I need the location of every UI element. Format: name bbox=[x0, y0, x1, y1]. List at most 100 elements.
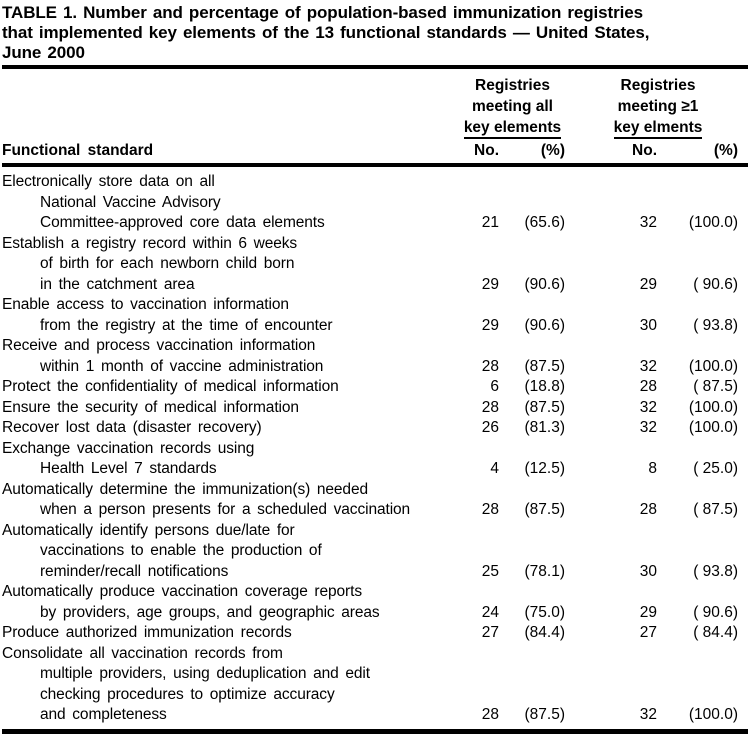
no-all-cell: 28 bbox=[481, 706, 499, 723]
standard-line: checking procedures to optimize accuracy bbox=[40, 685, 335, 703]
no-ge1-cell: 32 bbox=[639, 214, 657, 231]
column-header-row: Functional standard No. (%) No. (%) bbox=[2, 139, 748, 167]
standard-line: Automatically identify persons due/late … bbox=[2, 521, 295, 539]
standard-line: National Vaccine Advisory bbox=[40, 193, 221, 211]
no-ge1-cell: 29 bbox=[639, 275, 657, 293]
pct-ge1-cell: ( 84.4) bbox=[693, 624, 738, 641]
no-all-cell: 28 bbox=[481, 357, 499, 375]
no-ge1-cell: 29 bbox=[639, 603, 657, 621]
functional-standard-cell: Recover lost data (disaster recovery) bbox=[2, 418, 457, 439]
table-row: Enable access to vaccination information… bbox=[2, 295, 748, 336]
functional-standard-cell: Electronically store data on all National… bbox=[2, 165, 457, 234]
functional-standard-cell: Establish a registry record within 6 wee… bbox=[2, 234, 457, 296]
standard-line: Committee-approved core data elements bbox=[40, 214, 325, 231]
standard-line: Automatically determine the immunization… bbox=[2, 480, 368, 498]
standard-line: Health Level 7 standards bbox=[40, 460, 217, 477]
table-row: Recover lost data (disaster recovery) 26 (… bbox=[2, 418, 748, 439]
group-all-underlined: key elements bbox=[463, 118, 562, 139]
pct-ge1-cell: ( 87.5) bbox=[693, 378, 738, 395]
pct-all-cell: (84.4) bbox=[524, 624, 566, 641]
no-ge1-cell: 32 bbox=[639, 357, 657, 375]
standard-line: Electronically store data on all bbox=[2, 173, 215, 190]
functional-standard-cell: Automatically determine the immunization… bbox=[2, 480, 457, 521]
group-ge1-line-2: meeting ≥1 bbox=[617, 98, 699, 115]
table-row: Protect the confidentiality of medical i… bbox=[2, 377, 748, 398]
group-all-line-2: meeting all bbox=[472, 98, 553, 115]
standard-line: reminder/recall notifications bbox=[40, 562, 229, 580]
functional-standard-cell: Receive and process vaccination informat… bbox=[2, 336, 457, 377]
pct-ge1-cell: (100.0) bbox=[688, 706, 738, 723]
standard-line: Produce authorized immunization records bbox=[2, 624, 292, 641]
group-ge1-line-3: key elments bbox=[568, 117, 748, 139]
pct-all-cell: (81.3) bbox=[524, 419, 566, 436]
title-line-3: June 2000 bbox=[2, 43, 85, 62]
pct-all-cell: (87.5) bbox=[524, 357, 566, 375]
pct-ge1-header: (%) bbox=[660, 139, 748, 167]
no-ge1-cell: 32 bbox=[639, 419, 657, 436]
title-line-2: that implemented key elements of the 13 … bbox=[2, 23, 650, 42]
no-all-cell: 26 bbox=[481, 419, 499, 436]
functional-standard-cell: Protect the confidentiality of medical i… bbox=[2, 377, 457, 398]
table-row: Automatically identify persons due/late … bbox=[2, 521, 748, 583]
pct-all-cell: (12.5) bbox=[524, 460, 566, 477]
standard-line: vaccinations to enable the production of bbox=[40, 542, 322, 559]
table-row: Produce authorized immunization records 2… bbox=[2, 623, 748, 644]
no-all-cell: 25 bbox=[481, 562, 499, 580]
pct-ge1-cell: ( 87.5) bbox=[693, 501, 738, 518]
standard-line: Protect the confidentiality of medical i… bbox=[2, 378, 339, 395]
standard-line: Enable access to vaccination information bbox=[2, 296, 289, 313]
no-all-cell: 27 bbox=[481, 624, 499, 641]
no-all-cell: 28 bbox=[481, 501, 499, 518]
no-ge1-cell: 28 bbox=[639, 501, 657, 518]
table-row: Receive and process vaccination informat… bbox=[2, 336, 748, 377]
functional-standard-cell: Consolidate all vaccination records from… bbox=[2, 644, 457, 732]
no-ge1-cell: 32 bbox=[639, 398, 657, 416]
no-ge1-header: No. bbox=[568, 139, 660, 167]
table-row: Electronically store data on all National… bbox=[2, 165, 748, 234]
table-row: Consolidate all vaccination records from… bbox=[2, 644, 748, 732]
functional-standard-cell: Automatically identify persons due/late … bbox=[2, 521, 457, 583]
table-title: TABLE 1. Number and percentage of popula… bbox=[2, 3, 748, 63]
pct-all-cell: (87.5) bbox=[524, 398, 566, 416]
standard-line: when a person presents for a scheduled v… bbox=[40, 501, 411, 518]
no-ge1-cell: 28 bbox=[639, 378, 657, 395]
group-header-row: Registries meeting all key elements Regi… bbox=[2, 69, 748, 139]
no-all-cell: 29 bbox=[481, 316, 499, 334]
standard-line: of birth for each newborn child born bbox=[40, 255, 295, 272]
standard-line: and completeness bbox=[40, 706, 167, 723]
pct-all-cell: (18.8) bbox=[524, 378, 566, 395]
table-body: Electronically store data on all National… bbox=[2, 165, 748, 731]
table-header: Registries meeting all key elements Regi… bbox=[2, 69, 748, 167]
pct-ge1-cell: (100.0) bbox=[688, 419, 738, 436]
functional-standard-cell: Enable access to vaccination information… bbox=[2, 295, 457, 336]
no-ge1-cell: 27 bbox=[639, 624, 657, 641]
group-header-spacer bbox=[2, 69, 457, 139]
no-ge1-cell: 8 bbox=[648, 460, 657, 477]
functional-standard-cell: Automatically produce vaccination covera… bbox=[2, 582, 457, 623]
pct-ge1-cell: ( 93.8) bbox=[693, 562, 738, 580]
pct-ge1-cell: ( 93.8) bbox=[693, 316, 738, 334]
standard-line: Receive and process vaccination informat… bbox=[2, 337, 316, 354]
standard-line: in the catchment area bbox=[40, 275, 195, 293]
no-ge1-cell: 32 bbox=[639, 706, 657, 723]
group-ge1-underlined: key elments bbox=[613, 118, 703, 139]
standard-line: Exchange vaccination records using bbox=[2, 439, 255, 457]
top-rule bbox=[2, 65, 748, 69]
pct-all-cell: (87.5) bbox=[524, 501, 566, 518]
pct-all-cell: (65.6) bbox=[524, 214, 566, 231]
no-all-cell: 28 bbox=[481, 398, 499, 416]
no-all-header: No. bbox=[457, 139, 502, 167]
functional-standard-cell: Produce authorized immunization records bbox=[2, 623, 457, 644]
standard-line: from the registry at the time of encount… bbox=[40, 316, 333, 334]
group-header-meeting-all: Registries meeting all key elements bbox=[457, 69, 568, 139]
table-row: Exchange vaccination records using Health… bbox=[2, 439, 748, 480]
group-all-line-1: Registries bbox=[475, 77, 550, 94]
standard-line: within 1 month of vaccine administration bbox=[40, 357, 324, 375]
standard-line: Establish a registry record within 6 wee… bbox=[2, 234, 298, 252]
table-row: Automatically determine the immunization… bbox=[2, 480, 748, 521]
pct-ge1-cell: (100.0) bbox=[688, 214, 738, 231]
no-all-cell: 6 bbox=[490, 378, 499, 395]
pct-all-cell: (87.5) bbox=[524, 706, 566, 723]
pct-ge1-cell: ( 25.0) bbox=[693, 460, 738, 477]
